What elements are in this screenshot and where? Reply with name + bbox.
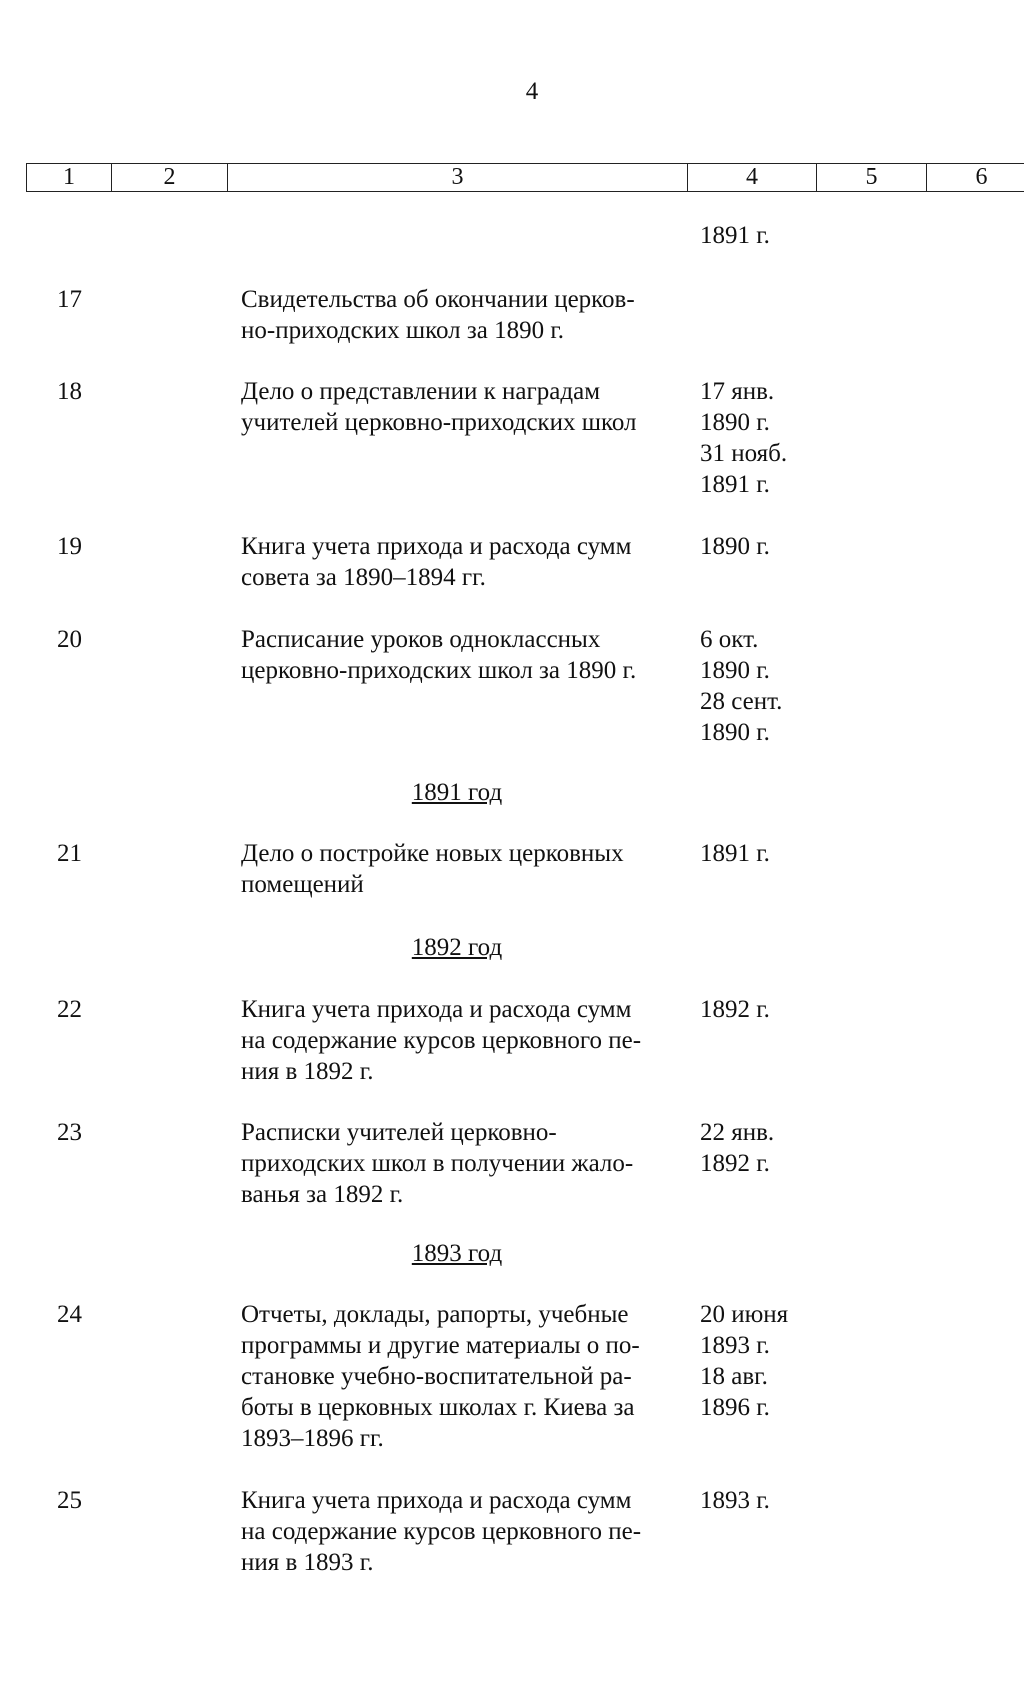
table-header: 1 2 3 4 5 6	[26, 163, 1024, 192]
entry-number: 20	[57, 626, 82, 653]
entry-dates: 1893 г.	[700, 1487, 770, 1514]
entry-number: 19	[57, 533, 82, 560]
year-heading: 1891 год	[411, 779, 503, 806]
header-col-3: 3	[228, 164, 688, 191]
header-col-6: 6	[927, 164, 1024, 191]
entry-description: Дело о представлении к наградам учителей…	[241, 378, 637, 436]
entry-dates: 17 янв. 1890 г. 31 нояб. 1891 г.	[700, 378, 788, 498]
page-number: 4	[525, 78, 539, 105]
entry-description: Расписание уроков одноклассных церковно-…	[241, 626, 637, 684]
entry-number: 23	[57, 1119, 82, 1146]
entry-dates: 1892 г.	[700, 996, 770, 1023]
header-col-1: 1	[27, 164, 112, 191]
entry-dates: 1890 г.	[700, 533, 770, 560]
entry-dates: 20 июня 1893 г. 18 авг. 1896 г.	[700, 1301, 789, 1421]
entry-description: Книга учета прихода и расхода сумм на со…	[241, 1487, 642, 1576]
entry-description: Отчеты, доклады, рапорты, учебные програ…	[241, 1301, 640, 1452]
entry-dates: 22 янв. 1892 г.	[700, 1119, 775, 1177]
continuation-date: 1891 г.	[700, 222, 770, 249]
entry-description: Свидетельства об окончании церков- но-пр…	[241, 286, 635, 344]
entry-number: 21	[57, 840, 82, 867]
header-col-5: 5	[817, 164, 927, 191]
entry-number: 24	[57, 1301, 82, 1328]
entry-description: Книга учета прихода и расхода сумм совет…	[241, 533, 632, 591]
year-heading: 1892 год	[411, 934, 503, 961]
entry-number: 17	[57, 286, 82, 313]
entry-description: Расписки учителей церковно- приходских ш…	[241, 1119, 634, 1208]
year-heading: 1893 год	[411, 1240, 503, 1267]
header-col-4: 4	[688, 164, 817, 191]
header-col-2: 2	[112, 164, 228, 191]
entry-dates: 6 окт. 1890 г. 28 сент. 1890 г.	[700, 626, 783, 746]
entry-number: 22	[57, 996, 82, 1023]
entry-description: Дело о постройке новых церковных помещен…	[241, 840, 624, 898]
entry-number: 25	[57, 1487, 82, 1514]
entry-description: Книга учета прихода и расхода сумм на со…	[241, 996, 642, 1085]
entry-dates: 1891 г.	[700, 840, 770, 867]
entry-number: 18	[57, 378, 82, 405]
